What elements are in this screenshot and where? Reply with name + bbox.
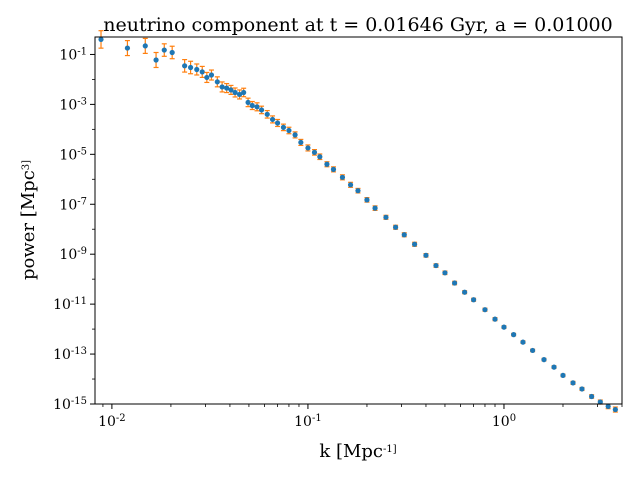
data-point [142, 43, 148, 49]
data-point [194, 66, 200, 73]
data-point [589, 393, 595, 400]
data-point [258, 107, 265, 113]
data-point [612, 406, 618, 413]
data-point [501, 324, 507, 330]
data-point [433, 262, 439, 269]
data-point [98, 36, 104, 43]
data-point [492, 316, 498, 322]
data-point [254, 104, 260, 110]
data-point [530, 347, 536, 354]
data-point [311, 149, 318, 155]
data-point [520, 339, 526, 345]
chart-title: neutrino component at t = 0.01646 Gyr, a… [103, 14, 612, 36]
data-point [187, 64, 194, 71]
data-point [471, 297, 477, 303]
data-point [214, 79, 220, 85]
data-point [452, 280, 458, 286]
data-point [219, 84, 225, 90]
data-point [541, 357, 547, 363]
data-point [411, 241, 418, 247]
x-axis-label: k [Mpc-1] [319, 441, 396, 462]
data-point [124, 45, 131, 51]
plot-frame [94, 36, 623, 405]
data-point [286, 127, 292, 134]
data-point [330, 166, 337, 172]
data-point [355, 188, 361, 194]
data-point [560, 372, 566, 378]
data-point [292, 132, 298, 138]
data-point [245, 99, 251, 106]
y-axis-label: power [Mpc3] [18, 160, 39, 280]
data-point [347, 182, 354, 188]
data-point [274, 120, 281, 126]
plot-points [98, 30, 618, 413]
data-point [511, 332, 517, 338]
data-point [161, 47, 167, 53]
data-point [551, 364, 557, 370]
data-point [264, 111, 270, 117]
data-point [482, 307, 488, 313]
data-point [442, 270, 448, 276]
data-point [204, 74, 210, 81]
data-point [392, 224, 399, 230]
data-point [605, 403, 611, 410]
data-point [462, 289, 468, 295]
data-point [169, 49, 175, 56]
data-point [401, 232, 407, 238]
data-point [570, 380, 576, 386]
data-point [298, 139, 304, 146]
data-point [305, 145, 311, 151]
data-point [423, 252, 429, 258]
data-point [249, 102, 255, 109]
data-point [280, 124, 287, 130]
data-point [182, 63, 188, 69]
data-point [364, 197, 370, 203]
data-point [153, 57, 159, 63]
data-point [199, 69, 205, 75]
data-point [269, 116, 276, 123]
data-point [383, 214, 389, 220]
data-point [339, 174, 346, 180]
data-point [228, 87, 234, 93]
data-point [597, 399, 603, 405]
data-point [324, 161, 330, 167]
data-point [317, 154, 323, 160]
data-point [224, 85, 230, 91]
data-point [372, 205, 378, 211]
data-point [241, 89, 247, 96]
data-point [232, 89, 238, 96]
data-point [579, 386, 585, 392]
data-point [208, 72, 215, 78]
data-point [236, 91, 243, 98]
